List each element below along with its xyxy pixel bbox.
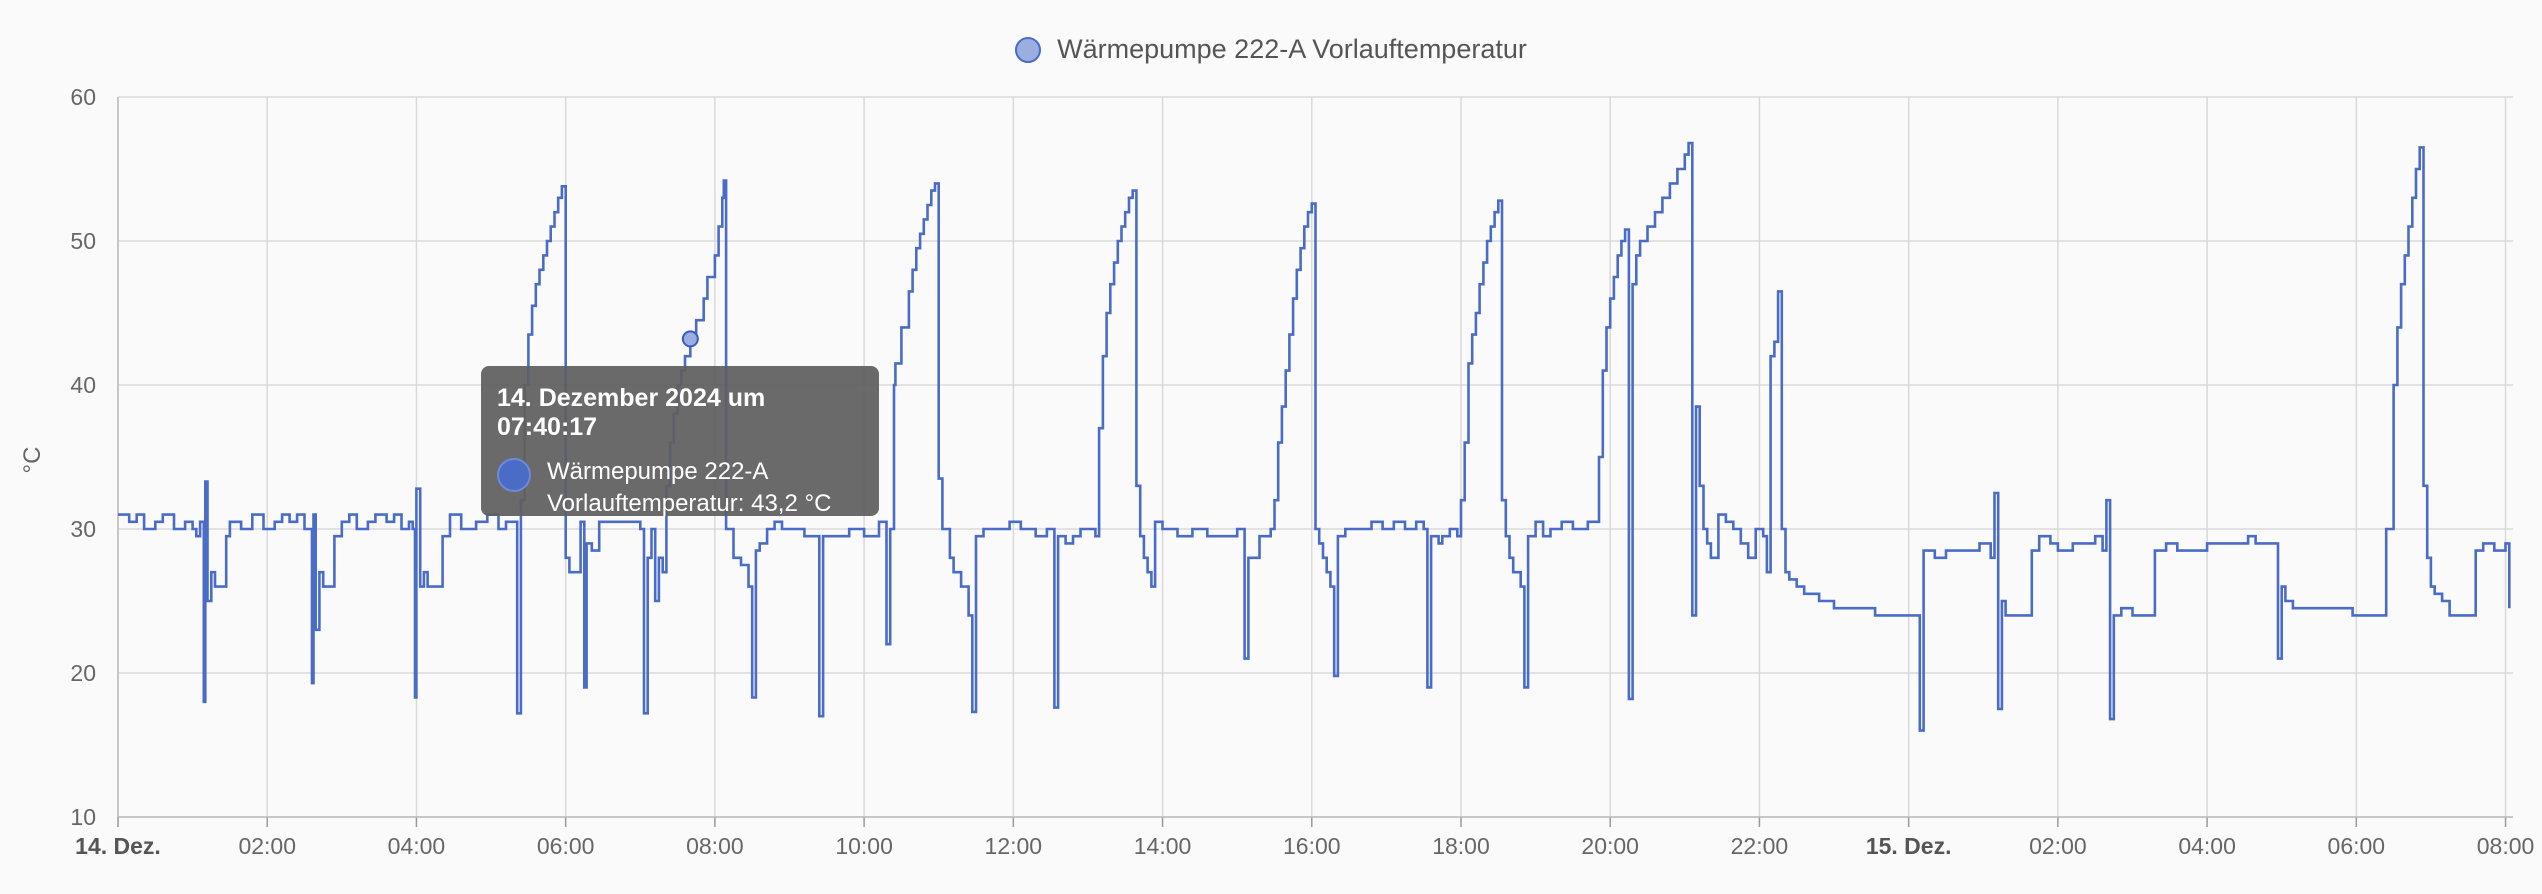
x-tick-label: 04:00	[388, 833, 446, 859]
x-tick-label: 08:00	[686, 833, 744, 859]
legend-label: Wärmepumpe 222-A Vorlauftemperatur	[1057, 34, 1527, 64]
highlight-layer	[681, 330, 699, 348]
x-tick-label: 18:00	[1432, 833, 1490, 859]
legend-swatch-icon	[1015, 36, 1042, 63]
axes: 10 20 30 40 50 60 14. Dez. 02:00 04:00 06:00 08:00…	[70, 84, 2534, 859]
x-tick-label: 14. Dez.	[75, 833, 161, 859]
x-tick-label: 15. Dez.	[1866, 833, 1952, 859]
x-tick-label: 22:00	[1731, 833, 1789, 859]
x-tick-label: 12:00	[985, 833, 1043, 859]
x-tick-label: 16:00	[1283, 833, 1341, 859]
x-tick-label: 02:00	[238, 833, 296, 859]
x-tick-label: 06:00	[537, 833, 595, 859]
legend-item-vorlauftemperatur[interactable]: Wärmepumpe 222-A Vorlauftemperatur	[1015, 34, 1527, 65]
legend: Wärmepumpe 222-A Vorlauftemperatur	[0, 34, 2542, 70]
x-tick-label: 10:00	[835, 833, 893, 859]
y-tick-label: 40	[70, 372, 96, 398]
x-tick-label: 04:00	[2178, 833, 2236, 859]
x-tick-label: 20:00	[1581, 833, 1639, 859]
tooltip-value: Vorlauftemperatur: 43,2 °C	[547, 490, 832, 517]
highlight-point	[681, 330, 699, 348]
y-tick-label: 60	[70, 84, 96, 110]
y-tick-label: 10	[70, 804, 96, 830]
series-layer	[118, 141, 2511, 732]
x-tick-label: 06:00	[2328, 833, 2386, 859]
tooltip-series-swatch-icon	[497, 458, 531, 492]
x-tick-label: 08:00	[2477, 833, 2535, 859]
tooltip-title: 14. Dezember 2024 um 07:40:17	[497, 384, 766, 441]
y-axis-label: °C	[19, 447, 46, 474]
x-tick-label: 02:00	[2029, 833, 2087, 859]
y-tick-label: 20	[70, 660, 96, 686]
series-line	[118, 141, 2511, 732]
y-tick-label: 30	[70, 516, 96, 542]
tooltip-series-name: Wärmepumpe 222-A	[547, 458, 769, 485]
x-tick-label: 14:00	[1134, 833, 1192, 859]
tooltip: 14. Dezember 2024 um 07:40:17 Wärmepumpe…	[481, 366, 879, 517]
y-tick-label: 50	[70, 228, 96, 254]
